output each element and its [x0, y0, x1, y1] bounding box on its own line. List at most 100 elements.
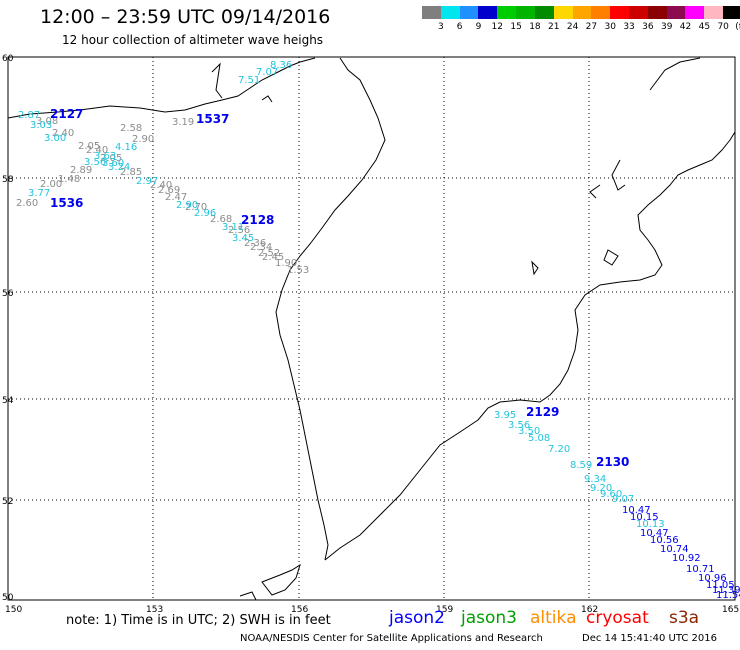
swh-label: 3.63 [94, 151, 116, 162]
swh-label: 2.68 [210, 214, 232, 225]
colorbar-swatch [534, 6, 554, 19]
swh-label: 11.05 [706, 580, 735, 591]
swh-label: 10.74 [660, 544, 689, 555]
swh-label: 3.77 [28, 188, 50, 199]
lon-tick: 156 [291, 605, 308, 615]
swh-label: 2.70 [185, 202, 207, 213]
swh-label: 2.40 [86, 145, 108, 156]
swh-label: 2.58 [120, 123, 142, 134]
colorbar-swatch [440, 6, 460, 19]
swh-label: 2.89 [70, 165, 92, 176]
colorbar-label: 21 [548, 22, 560, 32]
swh-label: 2.05 [78, 141, 100, 152]
swh-label: 11.54 [716, 590, 740, 601]
colorbar-swatch [478, 6, 498, 19]
swh-label: 3.19 [172, 117, 194, 128]
lat-tick: 54 [2, 396, 14, 406]
swh-label: 2.52 [258, 248, 280, 259]
swh-label: 2.90 [176, 200, 198, 211]
colorbar-swatch [647, 6, 667, 19]
swh-label: 7.51 [238, 75, 260, 86]
legend-jason2: jason2 [389, 608, 445, 628]
colorbar-label: 33 [623, 22, 635, 32]
swh-label: 2.05 [100, 153, 122, 164]
lon-tick: 150 [5, 605, 22, 615]
colorbar-swatch [516, 6, 535, 19]
swh-label: 7.20 [548, 444, 570, 455]
colorbar [422, 6, 740, 19]
swh-label: 9.60 [600, 489, 622, 500]
swh-label: 2.87 [18, 110, 40, 121]
swh-label: 2.97 [136, 176, 158, 187]
swh-label: 2.96 [194, 208, 216, 219]
swh-label: 1.48 [58, 174, 80, 185]
colorbar-label: 9 [475, 22, 482, 32]
map-frame [7, 56, 736, 601]
swh-label: 3.45 [232, 233, 254, 244]
colorbar-swatch [497, 6, 517, 19]
swh-label: 1.90 [275, 258, 297, 269]
swh-label: 2.90 [132, 134, 154, 145]
swh-label: 2.45 [262, 252, 284, 263]
pass-time: 2130 [596, 455, 629, 469]
swh-label: 9.20 [590, 483, 612, 494]
swh-label: 2.60 [16, 198, 38, 209]
swh-label: 10.92 [672, 553, 701, 564]
colorbar-swatch [422, 6, 441, 19]
lon-tick: 153 [146, 605, 163, 615]
colorbar-label: 6 [456, 22, 463, 32]
legend-jason3: jason3 [461, 608, 517, 628]
colorbar-swatch [666, 6, 686, 19]
timestamp: Dec 14 15:41:40 UTC 2016 [582, 633, 717, 644]
colorbar-swatch [591, 6, 611, 19]
colorbar-label: 39 [660, 22, 673, 32]
pass-time: 2128 [241, 213, 274, 227]
colorbar-swatch [459, 6, 479, 19]
colorbar-label: 70 [717, 22, 729, 32]
swh-label: 4.16 [115, 142, 137, 153]
lon-tick: 159 [436, 605, 453, 615]
footer-note: note: 1) Time is in UTC; 2) SWH is in fe… [66, 613, 331, 628]
swh-label: 8.36 [270, 60, 292, 71]
lat-tick: 60 [2, 54, 14, 64]
swh-label: 2.69 [158, 185, 180, 196]
pass-time: 2127 [50, 107, 83, 121]
pass-time: 1536 [50, 196, 83, 210]
lat-tick: 52 [2, 497, 13, 507]
swh-label: 3.11 [222, 222, 244, 233]
coastline [7, 57, 736, 601]
colorbar-label: 15 [510, 22, 522, 32]
page-subtitle: 12 hour collection of altimeter wave hei… [62, 33, 324, 47]
legend-s3a: s3a [669, 608, 700, 628]
swh-label: 3.50 [518, 426, 540, 437]
swh-label: 3.60 [102, 158, 124, 169]
swh-label: 10.47 [622, 505, 651, 516]
swh-label: 3.56 [508, 420, 530, 431]
swh-label: 7.07 [256, 67, 278, 78]
colorbar-swatch [723, 6, 740, 19]
colorbar-label: (ft) [735, 22, 740, 32]
colorbar-label: 45 [698, 22, 711, 32]
colorbar-label: 27 [585, 22, 598, 32]
legend-cryosat: cryosat [586, 608, 649, 628]
colorbar-label: 36 [642, 22, 654, 32]
colorbar-label: 30 [604, 22, 616, 32]
swh-label: 3.08 [36, 116, 58, 127]
swh-label: 2.47 [165, 192, 187, 203]
swh-label: 10.13 [636, 519, 665, 530]
swh-label: 2.40 [52, 128, 74, 139]
page-title: 12:00 – 23:59 UTC 09/14/2016 [40, 6, 331, 28]
lat-tick: 50 [2, 593, 14, 603]
swh-label: 11.39 [712, 585, 740, 596]
graticule [8, 57, 735, 600]
colorbar-swatch [610, 6, 629, 19]
swh-label: 3.56 [84, 157, 106, 168]
colorbar-label: 12 [491, 22, 504, 32]
swh-label: 2.34 [250, 242, 272, 253]
colorbar-swatch [628, 6, 648, 19]
swh-label: 2.40 [150, 180, 172, 191]
colorbar-label: 3 [437, 22, 444, 32]
swh-label: 10.56 [650, 535, 679, 546]
swh-label: 3.00 [44, 133, 66, 144]
